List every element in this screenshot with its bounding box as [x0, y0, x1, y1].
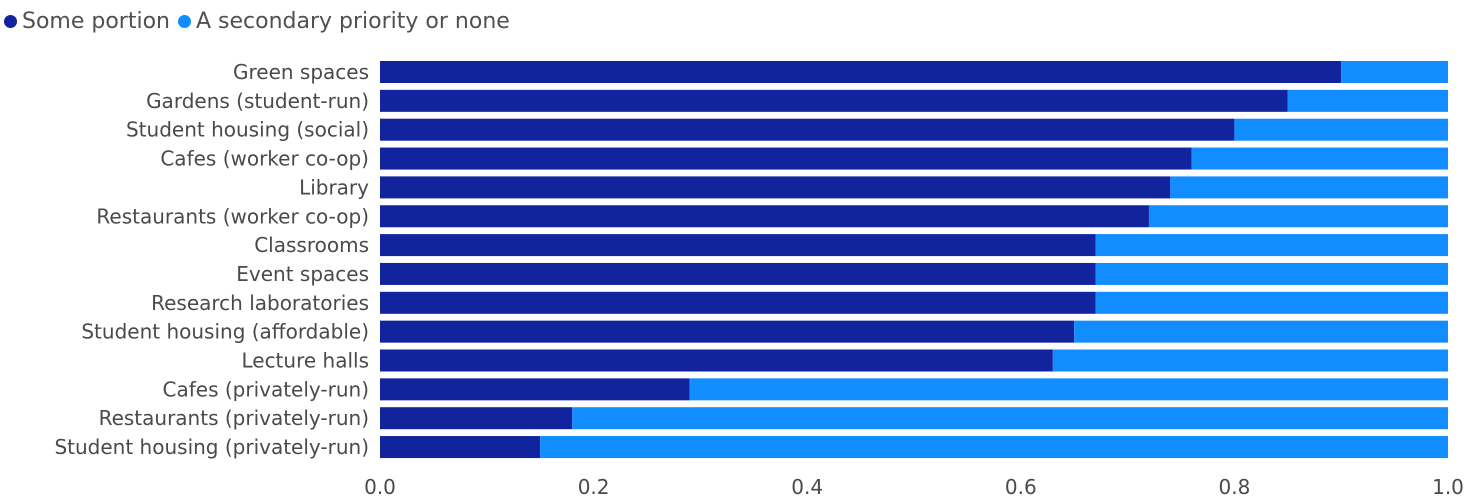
bar-gardens-student-run-secondary-priority[interactable] [1288, 90, 1448, 112]
category-label-green-spaces: Green spaces [233, 60, 369, 84]
bar-gardens-student-run-some-portion[interactable] [380, 90, 1288, 112]
bar-event-spaces-secondary-priority[interactable] [1096, 263, 1448, 285]
bar-restaurants-privately-run-secondary-priority[interactable] [572, 407, 1448, 429]
bar-student-housing-privately-run-secondary-priority[interactable] [540, 436, 1448, 458]
category-label-classrooms: Classrooms [254, 233, 369, 257]
category-label-restaurants-worker-co-op: Restaurants (worker co-op) [96, 204, 369, 228]
bar-event-spaces-some-portion[interactable] [380, 263, 1096, 285]
category-label-research-laboratories: Research laboratories [151, 291, 369, 315]
category-label-student-housing-privately-run: Student housing (privately-run) [54, 435, 369, 459]
bar-cafes-worker-co-op-secondary-priority[interactable] [1192, 148, 1448, 170]
bar-restaurants-worker-co-op-secondary-priority[interactable] [1149, 205, 1448, 227]
bar-student-housing-affordable-secondary-priority[interactable] [1074, 321, 1448, 343]
bar-cafes-privately-run-secondary-priority[interactable] [690, 378, 1448, 400]
bar-green-spaces-secondary-priority[interactable] [1341, 61, 1448, 83]
category-label-gardens-student-run: Gardens (student-run) [146, 89, 369, 113]
bar-classrooms-secondary-priority[interactable] [1096, 234, 1448, 256]
bar-lecture-halls-secondary-priority[interactable] [1053, 350, 1448, 372]
category-label-event-spaces: Event spaces [236, 262, 369, 286]
x-tick-label-4: 0.8 [1218, 475, 1250, 499]
category-label-lecture-halls: Lecture halls [241, 349, 369, 373]
bar-student-housing-affordable-some-portion[interactable] [380, 321, 1074, 343]
bar-research-laboratories-some-portion[interactable] [380, 292, 1096, 314]
bar-library-some-portion[interactable] [380, 176, 1170, 198]
bar-cafes-privately-run-some-portion[interactable] [380, 378, 690, 400]
bar-student-housing-social-some-portion[interactable] [380, 119, 1234, 141]
category-label-library: Library [299, 175, 369, 199]
category-label-cafes-privately-run: Cafes (privately-run) [163, 377, 370, 401]
bar-restaurants-worker-co-op-some-portion[interactable] [380, 205, 1149, 227]
x-tick-label-5: 1.0 [1432, 475, 1464, 499]
bar-lecture-halls-some-portion[interactable] [380, 350, 1053, 372]
bar-cafes-worker-co-op-some-portion[interactable] [380, 148, 1192, 170]
bar-student-housing-social-secondary-priority[interactable] [1234, 119, 1448, 141]
x-tick-label-2: 0.4 [791, 475, 823, 499]
x-tick-label-3: 0.6 [1005, 475, 1037, 499]
bar-green-spaces-some-portion[interactable] [380, 61, 1341, 83]
category-label-restaurants-privately-run: Restaurants (privately-run) [99, 406, 369, 430]
x-tick-label-1: 0.2 [578, 475, 610, 499]
category-label-student-housing-social: Student housing (social) [126, 118, 369, 142]
category-label-cafes-worker-co-op: Cafes (worker co-op) [160, 147, 369, 171]
bar-research-laboratories-secondary-priority[interactable] [1096, 292, 1448, 314]
bar-student-housing-privately-run-some-portion[interactable] [380, 436, 540, 458]
bar-library-secondary-priority[interactable] [1170, 176, 1448, 198]
bar-classrooms-some-portion[interactable] [380, 234, 1096, 256]
category-label-student-housing-affordable: Student housing (affordable) [81, 320, 369, 344]
bar-restaurants-privately-run-some-portion[interactable] [380, 407, 572, 429]
x-tick-label-0: 0.0 [364, 475, 396, 499]
